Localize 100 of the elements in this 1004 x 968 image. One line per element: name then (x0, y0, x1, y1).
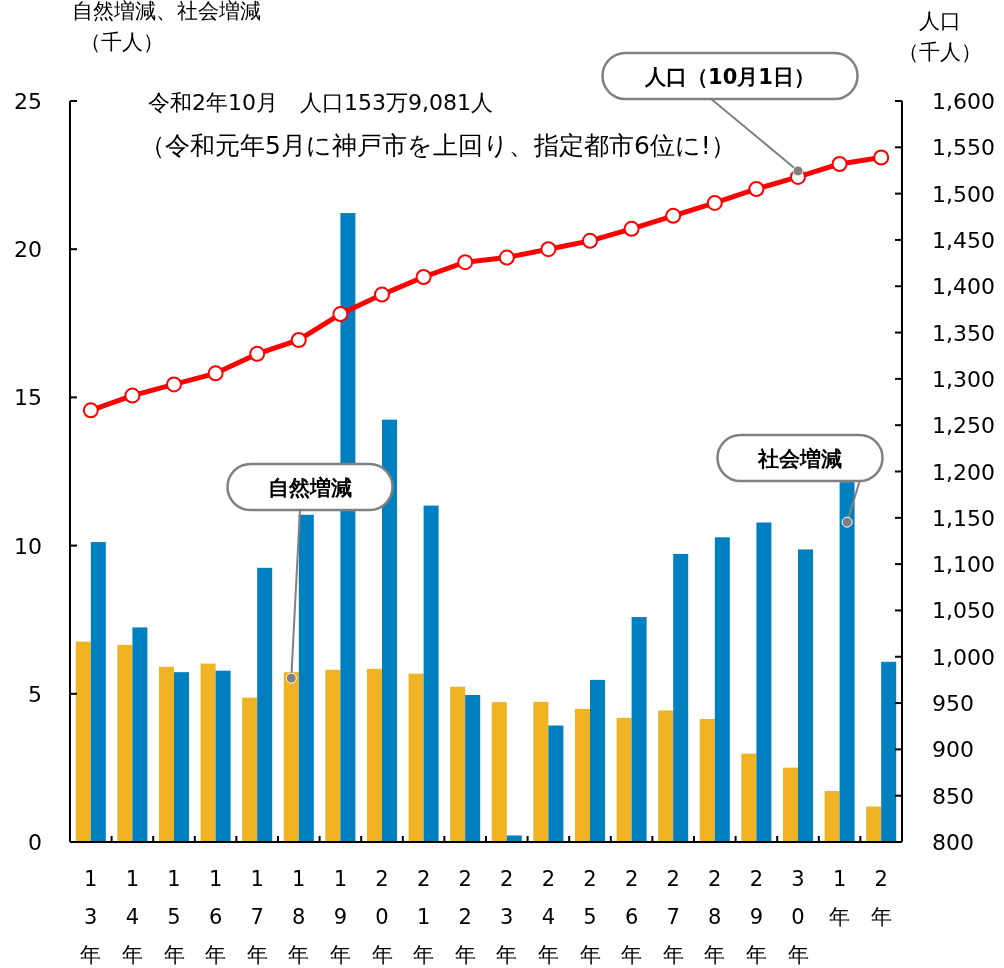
bar (465, 694, 481, 842)
bar (367, 668, 382, 842)
x-tick-label: 2年 (870, 867, 892, 929)
point (207, 365, 224, 382)
point (457, 254, 474, 271)
y2-tick-label: 1,100 (932, 552, 995, 578)
x-tick-label: 22年 (454, 867, 476, 967)
x-tick-label: 18年 (288, 867, 310, 967)
x-tick-label: 20年 (371, 867, 393, 967)
bar (881, 661, 897, 842)
bar (741, 753, 757, 842)
y2-tick-label: 1,550 (932, 135, 995, 161)
point (540, 241, 557, 258)
y2-tick-label: 1,600 (932, 89, 995, 114)
bar (90, 542, 106, 842)
y2-axis-title: 人口（千人） (898, 9, 982, 64)
x-tick-label: 21年 (413, 867, 435, 967)
y2-tick-label: 950 (932, 691, 974, 717)
bar (117, 644, 133, 842)
x-tick-label: 25年 (579, 867, 601, 967)
bar (75, 641, 91, 842)
y2-tick-label: 1,350 (932, 320, 995, 346)
y2-tick-label: 1,300 (932, 366, 995, 392)
point (831, 155, 848, 172)
bar (215, 670, 231, 842)
bar (450, 686, 466, 842)
bar (824, 791, 840, 842)
y2-tick-label: 1,050 (932, 598, 995, 624)
point (582, 232, 598, 249)
x-tick-label: 17年 (246, 867, 268, 967)
bar (506, 835, 522, 842)
bar (283, 672, 299, 842)
point (415, 268, 432, 285)
y2-tick-label: 850 (932, 783, 974, 809)
bar (756, 522, 772, 842)
x-tick-label: 26年 (621, 867, 643, 967)
bar (325, 669, 341, 842)
x-tick-label: 29年 (745, 867, 767, 967)
bar (575, 708, 590, 842)
y2-tick-label: 1,000 (932, 644, 995, 670)
bar (658, 710, 674, 842)
point (873, 149, 890, 166)
bar (159, 666, 174, 842)
y-tick-label: 5 (28, 681, 42, 707)
bar (616, 717, 632, 842)
bar (783, 767, 798, 842)
bar (423, 505, 439, 842)
x-tick-label: 30年 (787, 867, 809, 967)
bar (257, 567, 273, 842)
x-tick-label: 1年 (829, 867, 851, 929)
bar (699, 718, 715, 842)
point (706, 194, 723, 211)
bar (200, 663, 216, 842)
x-tick-label: 16年 (205, 867, 227, 967)
bar (533, 701, 549, 842)
x-tick-label: 15年 (163, 867, 185, 967)
y-tick-label: 20 (14, 237, 42, 263)
y2-tick-label: 1,200 (932, 459, 995, 485)
bar (714, 537, 730, 842)
bar (491, 702, 507, 842)
text: （令和元年5月に神戸市を上回り、指定都市6位に!） (140, 131, 736, 160)
point (290, 331, 307, 348)
bar (382, 419, 397, 842)
point (249, 345, 266, 362)
point (665, 207, 682, 224)
y2-tick-label: 1,500 (932, 181, 995, 207)
y-axis-title: 自然増減、社会増減（千人） (72, 0, 261, 54)
point (498, 249, 515, 266)
y2-tick-label: 1,450 (932, 227, 995, 253)
x-tick-label: 28年 (704, 867, 726, 967)
y-tick-label: 10 (14, 533, 42, 559)
bar (590, 679, 605, 842)
bar (548, 725, 564, 842)
y2-tick-label: 800 (932, 830, 974, 855)
x-tick-label: 14年 (121, 867, 143, 967)
y-tick-label: 0 (28, 830, 42, 855)
y2-tick-label: 1,250 (932, 413, 995, 439)
y-tick-label: 15 (14, 385, 42, 411)
x-tick-label: 19年 (329, 867, 351, 967)
x-tick-label: 27年 (662, 867, 684, 967)
bar (174, 672, 189, 842)
y2-tick-label: 900 (932, 737, 974, 763)
bar (631, 617, 647, 842)
chart-title: 令和2年10月 人口153万9,081人 (148, 90, 493, 115)
bar (132, 627, 148, 842)
point (332, 306, 349, 323)
series-label: 社会増減 (757, 447, 842, 471)
point (374, 286, 390, 303)
bar (798, 549, 813, 842)
bar (866, 806, 882, 842)
y-tick-label: 25 (14, 89, 42, 114)
x-tick-label: 13年 (80, 867, 102, 967)
y2-tick-label: 1,150 (932, 505, 995, 531)
x-tick-label: 23年 (496, 867, 518, 967)
point (82, 402, 99, 419)
bar (408, 673, 424, 842)
point (124, 387, 141, 404)
bar (298, 514, 314, 842)
point (748, 180, 765, 197)
point (166, 376, 182, 393)
